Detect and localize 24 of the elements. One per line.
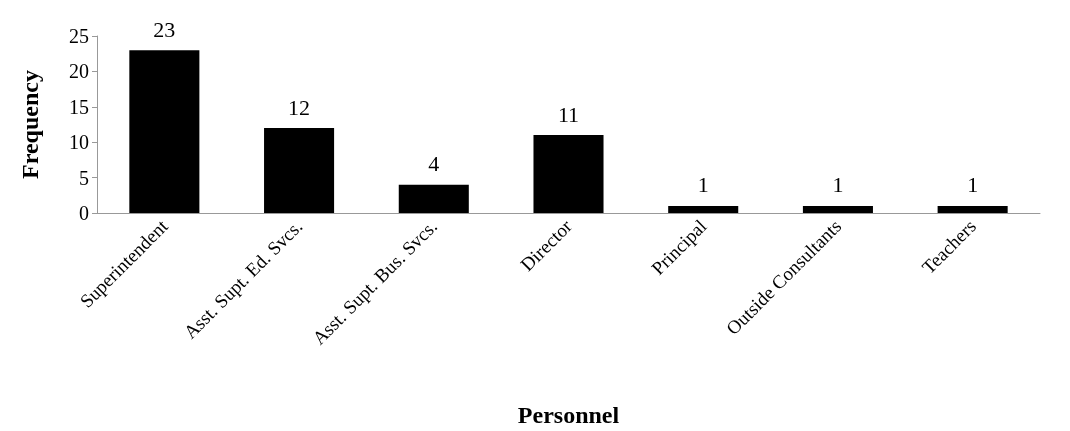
x-tick-label: Asst. Supt. Ed. Svcs.	[179, 215, 307, 343]
bar	[264, 128, 335, 213]
x-axis-title: Personnel	[517, 402, 620, 428]
data-label: 12	[288, 94, 311, 120]
y-tick-label: 25	[69, 25, 89, 47]
bar	[398, 184, 469, 213]
y-tick-label: 0	[79, 202, 89, 224]
data-label: 1	[832, 172, 844, 198]
y-tick-label: 10	[69, 131, 89, 154]
bar	[937, 205, 1008, 213]
y-tick-label: 15	[69, 95, 89, 118]
data-label: 1	[967, 172, 979, 198]
data-label: 23	[153, 16, 176, 42]
data-label: 4	[428, 151, 440, 177]
y-tick-label: 5	[79, 166, 89, 189]
bar	[533, 135, 604, 213]
bar	[668, 205, 739, 213]
y-axis-title: Frequency	[17, 70, 43, 179]
y-tick-label: 20	[69, 60, 89, 83]
data-label: 11	[557, 101, 580, 127]
x-tick-label: Asst. Supt. Bus. Svcs.	[308, 215, 442, 349]
bar	[802, 205, 873, 213]
data-label: 1	[697, 172, 709, 198]
bar	[129, 50, 200, 213]
